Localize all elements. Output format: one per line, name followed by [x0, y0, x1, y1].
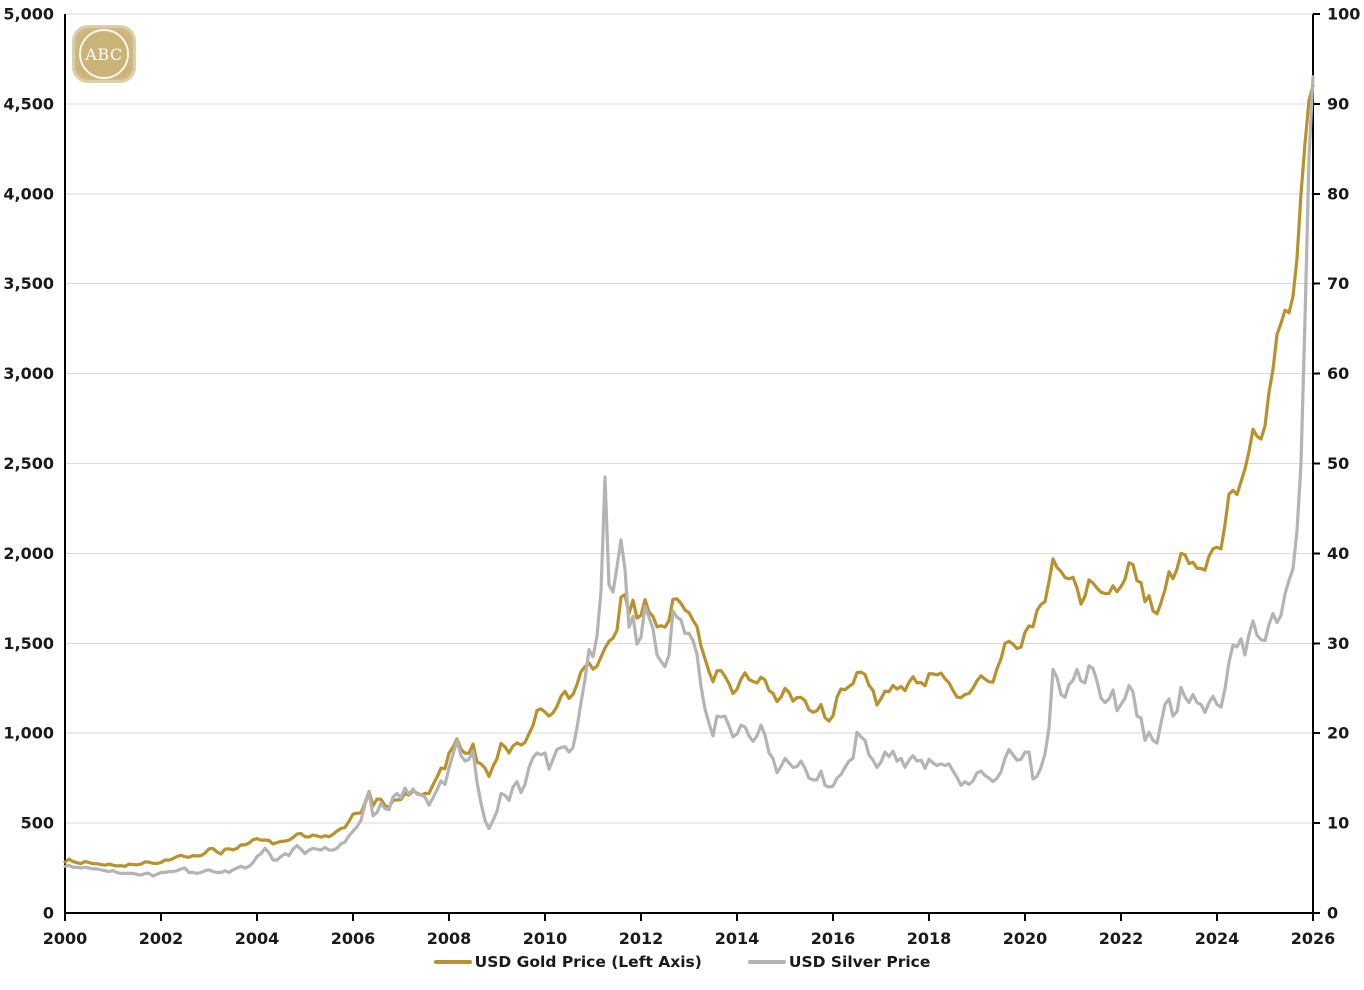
svg-text:50: 50: [1327, 454, 1349, 473]
legend-label-silver: USD Silver Price: [788, 953, 931, 971]
left-axis-labels: 0 500 1,000 1,500 2,000 2,500 3,000 3,500 4,000 4…: [3, 5, 54, 923]
svg-text:20: 20: [1327, 724, 1349, 743]
svg-text:1,500: 1,500: [3, 634, 54, 653]
svg-text:2000: 2000: [43, 929, 88, 948]
silver-line-swatch: [747, 960, 786, 964]
svg-text:80: 80: [1327, 184, 1349, 203]
svg-text:100: 100: [1327, 5, 1360, 24]
logo-text: ABC: [85, 44, 123, 64]
svg-text:2026: 2026: [1291, 929, 1336, 948]
logo-ring: ABC: [79, 29, 129, 79]
gold-line-swatch: [433, 960, 472, 964]
svg-text:2002: 2002: [139, 929, 184, 948]
svg-text:60: 60: [1327, 364, 1349, 383]
svg-text:1,000: 1,000: [3, 724, 54, 743]
svg-text:5,000: 5,000: [3, 5, 54, 24]
svg-text:4,000: 4,000: [3, 184, 54, 203]
svg-text:500: 500: [21, 814, 54, 833]
brand-logo: ABC: [72, 25, 136, 83]
svg-text:2006: 2006: [331, 929, 376, 948]
svg-text:40: 40: [1327, 544, 1349, 563]
svg-text:2014: 2014: [715, 929, 760, 948]
gridlines: [65, 13, 1313, 824]
svg-text:3,500: 3,500: [3, 274, 54, 293]
svg-text:2020: 2020: [1003, 929, 1048, 948]
legend-label-gold: USD Gold Price (Left Axis): [474, 953, 702, 971]
svg-text:2018: 2018: [907, 929, 952, 948]
svg-text:2008: 2008: [427, 929, 472, 948]
svg-text:10: 10: [1327, 814, 1349, 833]
gold-price-line: [63, 84, 1315, 868]
legend-item-silver: USD Silver Price: [747, 953, 931, 971]
svg-text:4,500: 4,500: [3, 94, 54, 113]
right-axis-labels: 0 10 20 30 40 50 60 70 80 90 100: [1313, 5, 1360, 923]
silver-price-line: [63, 75, 1315, 878]
svg-text:2,000: 2,000: [3, 544, 54, 563]
svg-text:2,500: 2,500: [3, 454, 54, 473]
svg-text:2012: 2012: [619, 929, 664, 948]
svg-text:90: 90: [1327, 94, 1349, 113]
svg-text:2016: 2016: [811, 929, 856, 948]
svg-text:2022: 2022: [1099, 929, 1144, 948]
svg-text:2024: 2024: [1195, 929, 1240, 948]
svg-text:2010: 2010: [523, 929, 568, 948]
svg-text:2004: 2004: [235, 929, 280, 948]
legend-item-gold: USD Gold Price (Left Axis): [433, 953, 702, 971]
chart-legend: USD Gold Price (Left Axis) USD Silver Pr…: [0, 953, 1364, 971]
svg-text:0: 0: [43, 904, 54, 923]
svg-text:3,000: 3,000: [3, 364, 54, 383]
svg-text:30: 30: [1327, 634, 1349, 653]
svg-text:0: 0: [1327, 904, 1338, 923]
x-axis-labels: 2000 2002 2004 2006 2008 2010 2012 2014 2016 2018…: [43, 913, 1336, 948]
svg-text:70: 70: [1327, 274, 1349, 293]
